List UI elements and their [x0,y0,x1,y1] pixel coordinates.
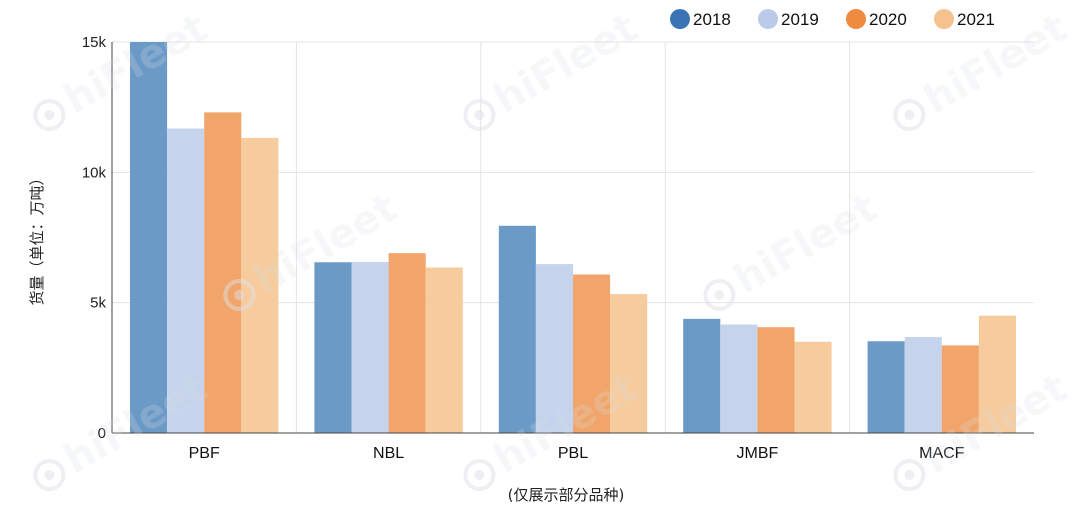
bar-nbl-2019[interactable] [351,262,389,433]
bar-jmbf-2020[interactable] [757,327,795,433]
bar-pbl-2019[interactable] [535,264,573,433]
bar-nbl-2020[interactable] [388,253,426,433]
svg-text:hiFleet: hiFleet [486,5,645,123]
bar-pbf-2018[interactable] [130,42,168,433]
y-axis-title: 货量（单位：万吨） [28,170,46,305]
bar-pbl-2021[interactable] [610,294,648,433]
legend: 2018 2019 2020 2021 [670,9,995,29]
legend-marker-2020[interactable] [846,9,866,29]
legend-marker-2021[interactable] [934,9,954,29]
bar-pbf-2020[interactable] [204,112,242,433]
x-tick-label: MACF [919,445,965,462]
y-tick-label: 15k [82,34,107,51]
x-tick-label: NBL [373,445,404,462]
bar-macf-2018[interactable] [867,341,905,433]
bar-jmbf-2021[interactable] [794,341,832,433]
legend-marker-2019[interactable] [758,9,778,29]
bar-pbl-2018[interactable] [498,225,536,433]
bar-macf-2019[interactable] [904,337,942,433]
axes: 0 5k 10k 15k PBF NBL PBL JMBF MACF [82,34,1034,462]
x-tick-label: PBF [189,445,220,462]
legend-marker-2018[interactable] [670,9,690,29]
bars [130,42,1016,434]
svg-text:hiFleet: hiFleet [726,185,885,303]
watermark-logo: hiFleet [33,5,215,131]
bar-pbl-2020[interactable] [573,274,611,433]
watermark-logo: hiFleet [703,185,885,311]
bar-jmbf-2018[interactable] [683,318,721,433]
legend-label-2021[interactable]: 2021 [957,10,995,29]
x-tick-label: PBL [558,445,588,462]
legend-label-2018[interactable]: 2018 [693,10,731,29]
x-axis-title: (仅展示部分品种) [508,486,625,504]
bar-pbf-2019[interactable] [167,128,205,434]
bar-jmbf-2019[interactable] [720,324,758,433]
watermark-logo: hiFleet [463,5,645,131]
y-tick-label: 0 [98,425,106,442]
y-tick-label: 10k [82,164,107,181]
y-tick-label: 5k [90,295,106,312]
bar-nbl-2018[interactable] [314,262,352,433]
legend-label-2019[interactable]: 2019 [781,10,819,29]
legend-label-2020[interactable]: 2020 [869,10,907,29]
bar-macf-2020[interactable] [941,345,979,433]
x-tick-label: JMBF [737,445,779,462]
bar-macf-2021[interactable] [978,315,1016,433]
bar-nbl-2021[interactable] [425,267,463,433]
